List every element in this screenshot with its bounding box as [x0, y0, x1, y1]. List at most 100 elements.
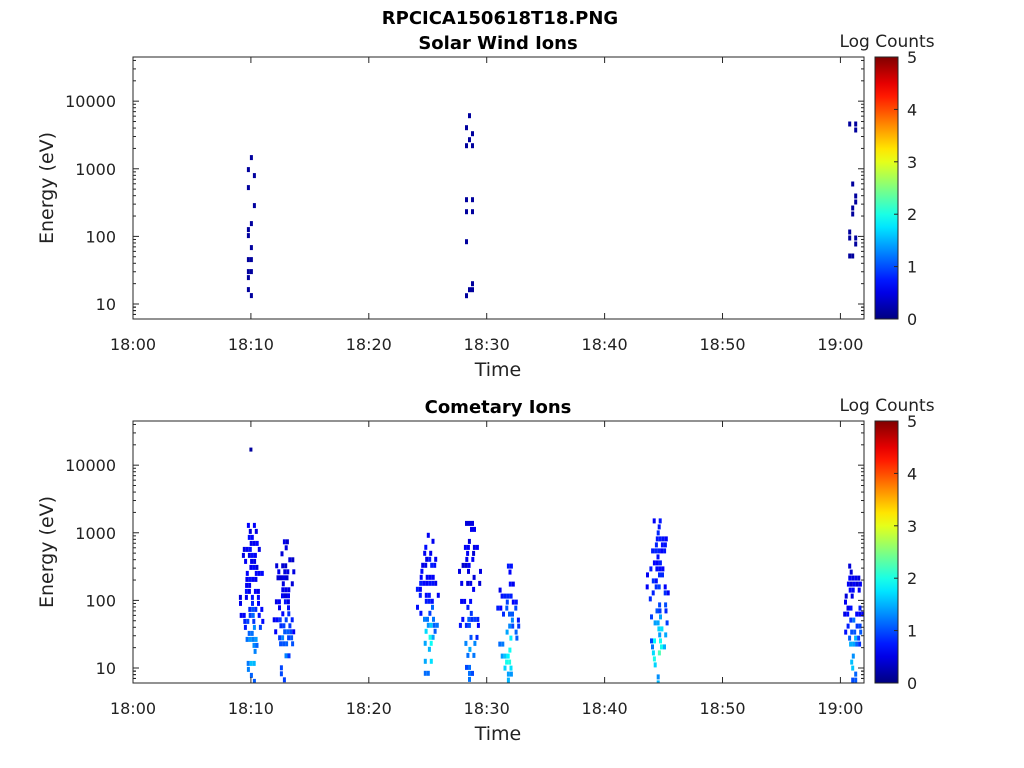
heatmap-cell [257, 570, 261, 576]
heatmap-cell [279, 665, 283, 671]
x-tick-label: 18:50 [699, 699, 745, 718]
heatmap-cell [248, 528, 252, 534]
heatmap-cell [274, 629, 278, 635]
heatmap-cell [243, 618, 247, 624]
heatmap-cell [247, 630, 251, 636]
heatmap-cell [285, 575, 289, 581]
heatmap-cell [426, 670, 430, 676]
heatmap-cell [508, 647, 512, 653]
heatmap-cell [255, 642, 259, 648]
heatmap-cell [858, 623, 862, 629]
heatmap-cell [514, 599, 518, 605]
heatmap-cell [509, 593, 513, 599]
heatmap-cell [422, 580, 426, 586]
heatmap-cell [467, 538, 471, 544]
heatmap-cell [424, 598, 428, 604]
heatmap-cell [473, 526, 476, 532]
y-tick-label: 1000 [75, 524, 116, 543]
heatmap-cell [290, 617, 294, 623]
heatmap-cell [248, 636, 252, 642]
heatmap-cell [853, 629, 857, 635]
colorbar-tick-label: 5 [907, 412, 917, 431]
solar-wind-x-ticks: 18:00 18:10 18:20 18:30 18:40 18:50 19:00 [110, 57, 863, 354]
heatmap-cell [654, 542, 658, 548]
heatmap-cell [508, 581, 512, 587]
heatmap-cell [471, 287, 474, 293]
heatmap-cell [503, 665, 507, 671]
heatmap-cell [466, 604, 470, 610]
cometary-colorbar-label: Log Counts [839, 396, 934, 416]
heatmap-cell [848, 587, 852, 593]
heatmap-cell [465, 682, 468, 683]
heatmap-cell [292, 569, 296, 575]
heatmap-cell [849, 581, 853, 587]
heatmap-cell [256, 588, 260, 594]
heatmap-cell [246, 269, 250, 275]
heatmap-cell [287, 587, 291, 593]
heatmap-cell [253, 558, 257, 564]
heatmap-cell [277, 599, 281, 605]
x-tick-label: 19:00 [817, 335, 863, 354]
heatmap-cell [249, 447, 253, 452]
cometary-colorbar: Log Counts 0 1 2 3 4 5 [839, 396, 934, 693]
heatmap-cell [428, 634, 432, 640]
heatmap-cell [466, 652, 470, 658]
heatmap-cell [252, 618, 256, 624]
heatmap-cell [467, 568, 470, 574]
heatmap-cell [659, 614, 662, 620]
heatmap-cell [250, 552, 254, 558]
heatmap-cell [242, 546, 246, 552]
heatmap-cell [666, 590, 670, 596]
heatmap-cell [282, 539, 286, 545]
heatmap-cell [664, 602, 668, 608]
heatmap-cell [511, 581, 515, 587]
heatmap-cell [471, 281, 474, 287]
heatmap-cell [424, 628, 428, 634]
heatmap-cell [286, 629, 290, 635]
heatmap-cell [428, 556, 432, 562]
heatmap-cell [252, 564, 256, 570]
heatmap-cell [279, 575, 283, 581]
heatmap-cell [250, 558, 254, 564]
heatmap-cell [272, 617, 276, 623]
heatmap-cell [652, 560, 656, 566]
heatmap-cell [855, 611, 859, 617]
heatmap-cell [242, 612, 246, 618]
heatmap-cell [290, 635, 294, 641]
heatmap-cell [256, 594, 260, 600]
heatmap-cell [650, 638, 653, 644]
heatmap-cell [509, 665, 513, 671]
heatmap-cell [251, 576, 255, 582]
heatmap-cell [427, 598, 431, 604]
x-tick-label: 18:40 [582, 699, 628, 718]
heatmap-cell [251, 600, 254, 606]
heatmap-cell [660, 542, 664, 548]
heatmap-cell [848, 635, 852, 641]
heatmap-cell [252, 203, 256, 209]
heatmap-cell [846, 605, 850, 611]
heatmap-cell [503, 593, 507, 599]
heatmap-cell [478, 580, 482, 586]
heatmap-cell [282, 623, 286, 629]
cometary-x-label: Time [474, 723, 522, 745]
heatmap-cell [249, 540, 253, 546]
heatmap-cell [855, 581, 859, 587]
heatmap-cell [423, 640, 427, 646]
heatmap-cell [469, 580, 473, 586]
heatmap-cell [848, 575, 852, 581]
y-tick-label: 100 [85, 591, 116, 610]
heatmap-cell [852, 581, 856, 587]
heatmap-cell [858, 605, 862, 611]
heatmap-cell [861, 611, 864, 617]
heatmap-cell [653, 662, 657, 668]
heatmap-cell [471, 670, 474, 676]
heatmap-cell [496, 605, 500, 611]
heatmap-cell [260, 570, 264, 576]
heatmap-cell [508, 611, 511, 617]
heatmap-cell [425, 574, 429, 580]
heatmap-cell [511, 599, 515, 605]
heatmap-cell [851, 211, 855, 217]
heatmap-cell [288, 557, 292, 563]
heatmap-cell [664, 608, 668, 614]
